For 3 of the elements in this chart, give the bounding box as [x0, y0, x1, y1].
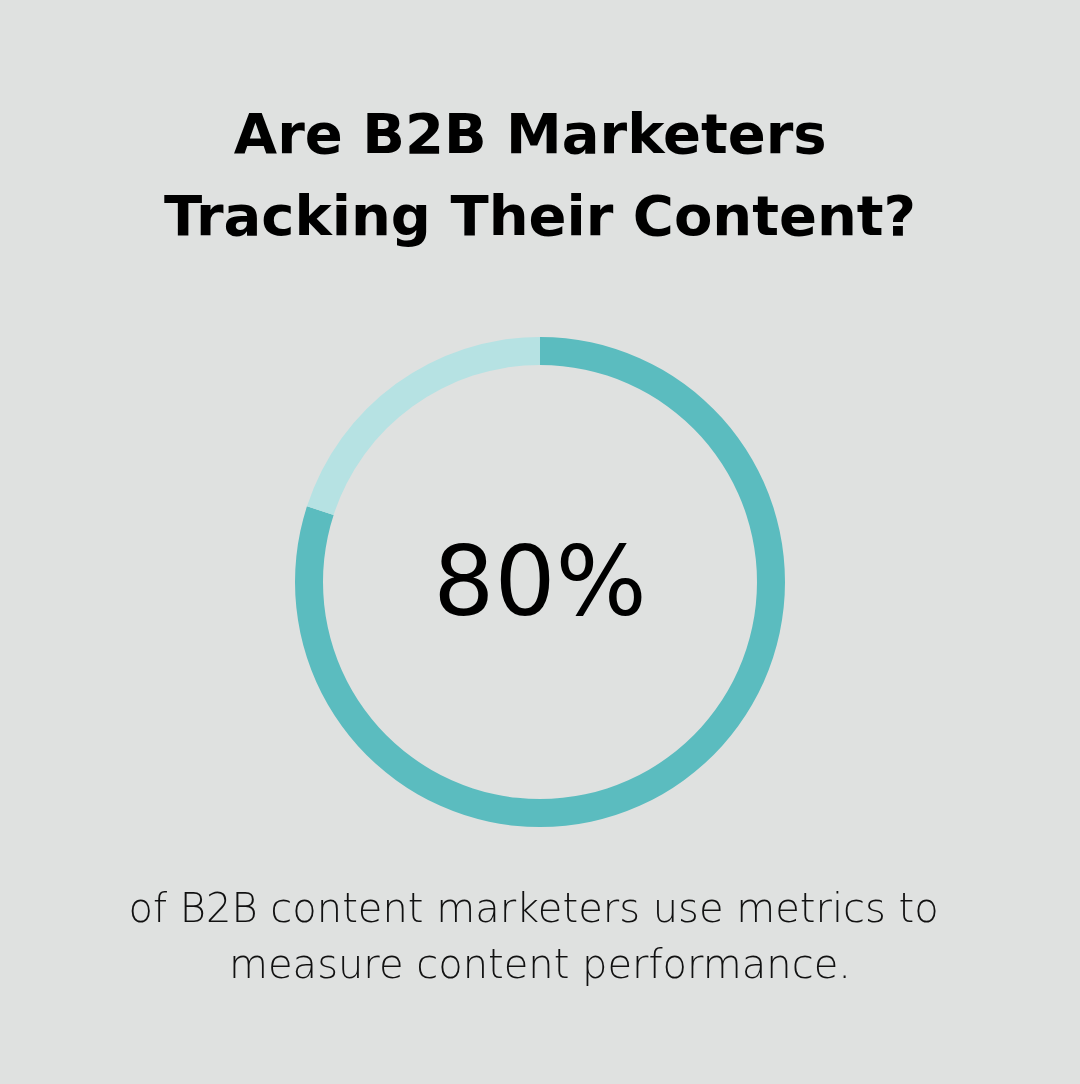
data-label: 80% [433, 526, 647, 638]
chart-title: Are B2B Marketers Tracking Their Content? [163, 100, 917, 248]
text: of B2B content marketers use metrics to measure content performance. [128, 885, 952, 987]
